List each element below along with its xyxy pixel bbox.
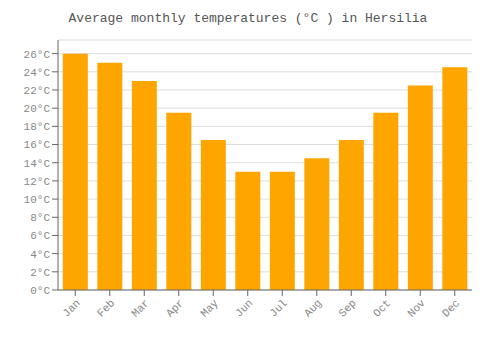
svg-text:6°C: 6°C	[30, 230, 50, 242]
svg-text:May: May	[198, 297, 221, 320]
svg-text:0°C: 0°C	[30, 285, 50, 297]
svg-text:Jan: Jan	[60, 297, 82, 319]
svg-text:8°C: 8°C	[30, 212, 50, 224]
svg-text:20°C: 20°C	[24, 103, 51, 115]
svg-text:Mar: Mar	[129, 297, 151, 319]
svg-text:22°C: 22°C	[24, 85, 51, 97]
svg-text:26°C: 26°C	[24, 49, 51, 61]
svg-text:Nov: Nov	[405, 297, 428, 320]
svg-text:16°C: 16°C	[24, 139, 51, 151]
svg-text:Dec: Dec	[440, 297, 462, 319]
svg-text:Feb: Feb	[95, 297, 117, 319]
svg-text:10°C: 10°C	[24, 194, 51, 206]
svg-text:Oct: Oct	[371, 297, 393, 319]
svg-text:Aug: Aug	[302, 297, 324, 319]
svg-text:2°C: 2°C	[30, 267, 50, 279]
svg-text:12°C: 12°C	[24, 176, 51, 188]
svg-text:18°C: 18°C	[24, 121, 51, 133]
html-text:Average monthly temperatures (: Average monthly temperatures (°C ) in He…	[68, 11, 428, 26]
svg-text:4°C: 4°C	[30, 249, 50, 261]
svg-text:Sep: Sep	[336, 297, 358, 319]
svg-text:Apr: Apr	[164, 297, 186, 319]
svg-text:Jul: Jul	[267, 297, 289, 319]
svg-text:Jun: Jun	[233, 297, 255, 319]
svg-text:14°C: 14°C	[24, 158, 51, 170]
svg-text:24°C: 24°C	[24, 67, 51, 79]
